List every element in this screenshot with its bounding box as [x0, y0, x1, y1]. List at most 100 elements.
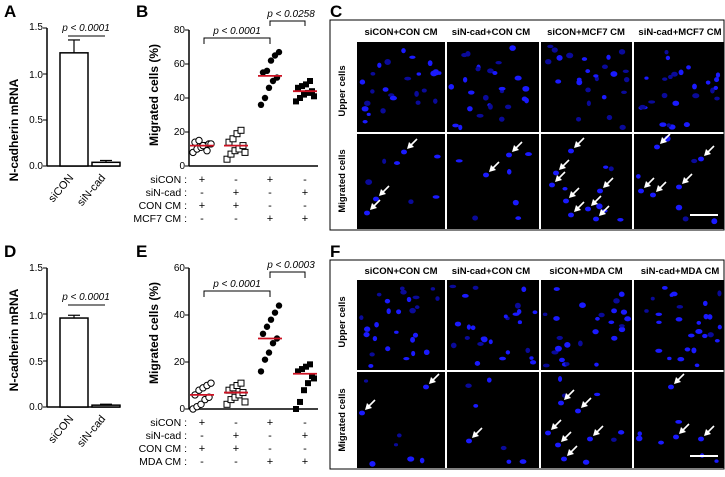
cell-nucleus: [677, 356, 685, 362]
cell-nucleus: [499, 356, 506, 361]
cell-nucleus: [530, 360, 537, 365]
cell-nucleus: [618, 291, 625, 297]
data-point: [223, 155, 231, 163]
row-label: Upper cells: [337, 65, 348, 116]
cell-nucleus: [359, 315, 364, 321]
row-label: MDA CM :: [139, 456, 187, 468]
cell-nucleus: [415, 100, 421, 105]
column-header: siCON+MCF7 CM: [547, 27, 625, 38]
cell-nucleus: [717, 290, 722, 297]
data-point: [303, 363, 309, 370]
cell-nucleus: [661, 285, 668, 290]
y-axis-label: N-cadherin mRNA: [7, 78, 21, 181]
condition-sign: -: [200, 187, 204, 199]
cell-nucleus: [636, 174, 641, 179]
row-label: Upper cells: [337, 296, 348, 347]
arrowhead: [593, 429, 600, 436]
data-point: [305, 89, 311, 96]
panel-e: E Migrated cells (%) 60 40 20 0 p < 0.00…: [136, 242, 318, 468]
cell-nucleus: [363, 332, 370, 338]
panel-d: D N-cadherin mRNA 1.5 1.0 0.5 0.0 p < 0.…: [4, 242, 121, 449]
cell-nucleus: [380, 108, 386, 114]
cell-nucleus: [578, 340, 583, 347]
cell-nucleus: [430, 287, 436, 291]
cell-nucleus: [665, 55, 671, 61]
y-tick-label: 0.0: [29, 402, 43, 413]
migrated-cell: [483, 172, 489, 178]
condition-sign: -: [268, 430, 272, 442]
cell-nucleus: [581, 57, 588, 61]
arrowhead: [555, 175, 562, 182]
condition-sign: +: [302, 187, 308, 199]
p-value-label: p < 0.0001: [212, 26, 261, 37]
cell-nucleus: [461, 293, 469, 298]
cell-nucleus: [521, 96, 528, 102]
cell-nucleus: [370, 89, 375, 94]
data-point: [295, 368, 301, 375]
p-value-label: p < 0.0001: [61, 292, 110, 303]
arrowhead: [407, 142, 414, 149]
cell-nucleus: [562, 187, 568, 191]
micrograph-tile: [541, 280, 632, 370]
migrated-cell: [638, 188, 644, 194]
cell-nucleus: [714, 96, 720, 101]
arrowhead: [591, 199, 598, 206]
cell-nucleus: [644, 309, 649, 313]
cell-nucleus: [556, 55, 563, 61]
data-point: [299, 366, 305, 373]
condition-sign: +: [267, 174, 273, 186]
panel-b: B Migrated cells (%) 80 60 40 20 0 p < 0…: [133, 2, 318, 225]
cell-nucleus: [477, 342, 484, 346]
column-header: siN-cad+CON CM: [452, 27, 530, 38]
cell-nucleus: [608, 166, 614, 172]
cell-nucleus: [481, 336, 488, 343]
cell-nucleus: [553, 316, 560, 321]
cell-nucleus: [710, 87, 715, 94]
condition-sign: -: [234, 456, 238, 468]
cell-nucleus: [594, 362, 599, 367]
cell-nucleus: [696, 320, 702, 325]
cell-nucleus: [512, 199, 519, 206]
cell-nucleus: [547, 44, 554, 49]
cell-nucleus: [557, 376, 563, 382]
cell-nucleus: [369, 352, 375, 357]
condition-sign: +: [233, 443, 239, 455]
cell-nucleus: [622, 69, 629, 73]
data-point: [293, 98, 299, 105]
cell-nucleus: [411, 350, 416, 357]
row-label: MCF7 CM :: [133, 213, 187, 225]
row-label: siCON :: [150, 417, 187, 429]
cell-nucleus: [670, 291, 678, 297]
micrograph-tile: [634, 42, 724, 132]
cell-nucleus: [656, 320, 662, 325]
cell-nucleus: [613, 298, 620, 304]
data-point: [237, 379, 245, 387]
cell-nucleus: [382, 87, 389, 92]
cell-nucleus: [662, 77, 668, 81]
bar: [59, 52, 89, 167]
condition-sign: +: [199, 174, 205, 186]
cell-nucleus: [545, 59, 552, 65]
cell-nucleus: [684, 347, 691, 352]
migrated-cell: [698, 436, 704, 442]
cell-nucleus: [393, 161, 401, 165]
row-label: siCON :: [150, 174, 187, 186]
micrograph-tile: [447, 134, 539, 229]
data-point: [207, 379, 215, 387]
cell-nucleus: [655, 312, 663, 316]
condition-sign: +: [199, 417, 205, 429]
cell-nucleus: [503, 314, 508, 319]
cell-nucleus: [472, 215, 479, 221]
migrated-cell: [558, 400, 564, 406]
cell-nucleus: [611, 308, 617, 314]
data-point: [265, 84, 273, 92]
y-tick-label: 1.0: [29, 70, 43, 81]
cell-nucleus: [606, 54, 611, 60]
row-label: CON CM :: [139, 200, 187, 212]
arrowhead: [656, 185, 663, 192]
cell-nucleus: [475, 66, 481, 72]
y-tick-label: 1.5: [29, 22, 43, 33]
cell-nucleus: [702, 333, 708, 339]
migrated-cell: [568, 148, 574, 154]
arrowhead: [574, 205, 581, 212]
